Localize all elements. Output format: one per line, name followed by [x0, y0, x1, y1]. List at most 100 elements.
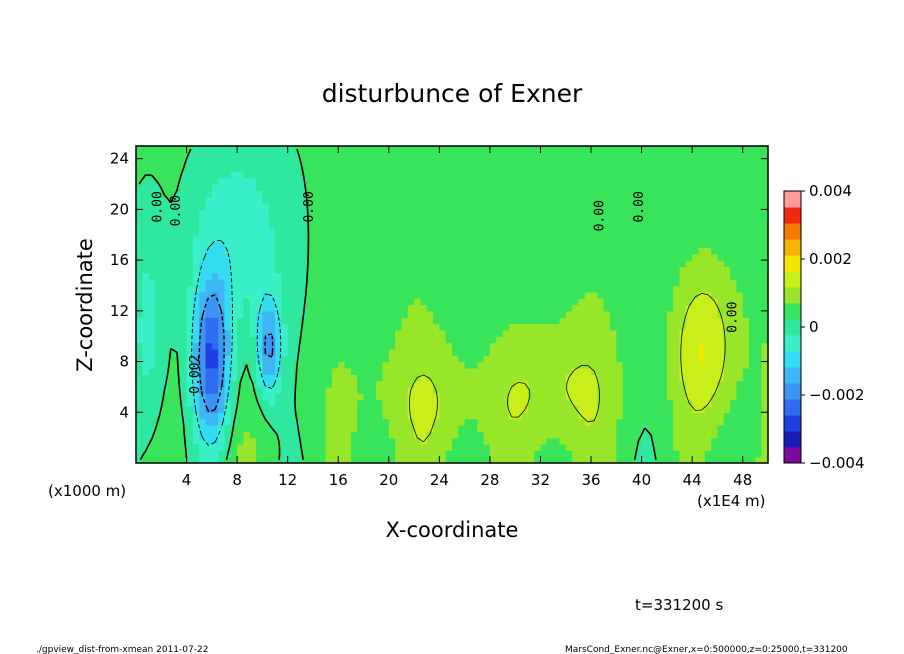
heatmap-cell	[673, 367, 681, 375]
heatmap-cell	[723, 222, 731, 230]
heatmap-cell	[268, 241, 276, 249]
heatmap-cell	[489, 450, 497, 458]
heatmap-cell	[300, 348, 308, 356]
heatmap-cell	[249, 329, 257, 337]
heatmap-cell	[711, 279, 719, 287]
heatmap-cell	[483, 431, 491, 439]
heatmap-cell	[331, 146, 339, 153]
heatmap-cell	[319, 380, 327, 388]
heatmap-cell	[306, 241, 314, 249]
heatmap-cell	[136, 165, 143, 172]
heatmap-cell	[325, 412, 333, 420]
heatmap-cell	[603, 405, 611, 413]
heatmap-cell	[597, 304, 605, 312]
heatmap-cell	[742, 424, 750, 432]
heatmap-cell	[369, 323, 377, 331]
heatmap-cell	[679, 285, 687, 293]
heatmap-cell	[414, 272, 421, 280]
heatmap-cell	[717, 342, 725, 350]
heatmap-cell	[426, 412, 434, 420]
heatmap-cell	[294, 412, 301, 420]
heatmap-cell	[458, 342, 466, 350]
heatmap-cell	[376, 165, 384, 172]
heatmap-cell	[641, 380, 649, 388]
heatmap-cell	[287, 279, 295, 287]
heatmap-cell	[622, 374, 630, 382]
heatmap-cell	[173, 215, 181, 223]
heatmap-cell	[711, 355, 719, 363]
heatmap-cell	[597, 361, 605, 369]
heatmap-cell	[515, 177, 523, 185]
heatmap-cell	[306, 196, 314, 204]
heatmap-cell	[262, 285, 270, 293]
heatmap-cell	[723, 456, 731, 463]
heatmap-cell	[154, 190, 162, 198]
heatmap-cell	[357, 196, 365, 204]
heatmap-cell	[344, 443, 352, 451]
heatmap-cell	[420, 241, 428, 249]
heatmap-cell	[148, 443, 156, 451]
heatmap-cell	[369, 215, 377, 223]
heatmap-cell	[685, 424, 693, 432]
heatmap-cell	[755, 355, 763, 363]
heatmap-cell	[173, 260, 181, 268]
heatmap-cell	[275, 228, 282, 236]
heatmap-cell	[319, 146, 327, 153]
heatmap-cell	[610, 380, 617, 388]
heatmap-cell	[534, 215, 542, 223]
heatmap-cell	[382, 386, 390, 394]
heatmap-cell	[534, 342, 542, 350]
heatmap-cell	[154, 215, 162, 223]
heatmap-cell	[268, 171, 276, 179]
heatmap-cell	[502, 431, 510, 439]
heatmap-cell	[742, 348, 750, 356]
heatmap-cell	[622, 348, 630, 356]
heatmap-cell	[458, 367, 466, 375]
heatmap-cell	[331, 405, 339, 413]
heatmap-cell	[622, 215, 630, 223]
heatmap-cell	[136, 260, 143, 268]
heatmap-cell	[723, 146, 731, 153]
heatmap-cell	[218, 190, 226, 198]
heatmap-cell	[180, 298, 188, 306]
heatmap-cell	[452, 171, 459, 179]
heatmap-cell	[477, 355, 485, 363]
heatmap-cell	[211, 279, 219, 287]
heatmap-cell	[249, 412, 257, 420]
heatmap-cell	[591, 393, 598, 401]
heatmap-cell	[546, 450, 554, 458]
heatmap-cell	[243, 456, 251, 463]
heatmap-cell	[357, 342, 365, 350]
heatmap-cell	[521, 291, 529, 299]
heatmap-cell	[287, 291, 295, 299]
heatmap-cell	[489, 342, 497, 350]
heatmap-cell	[211, 386, 219, 394]
heatmap-cell	[433, 146, 440, 153]
heatmap-cell	[515, 222, 523, 230]
heatmap-cell	[736, 228, 744, 236]
heatmap-cell	[243, 418, 251, 426]
heatmap-cell	[363, 456, 371, 463]
heatmap-cell	[704, 253, 712, 261]
heatmap-cell	[388, 380, 396, 388]
heatmap-cell	[654, 374, 662, 382]
heatmap-cell	[287, 171, 295, 179]
heatmap-cell	[205, 336, 213, 344]
heatmap-cell	[698, 443, 706, 451]
heatmap-cell	[294, 291, 301, 299]
heatmap-cell	[641, 443, 649, 451]
heatmap-cell	[540, 298, 548, 306]
heatmap-cell	[711, 158, 719, 166]
heatmap-cell	[508, 336, 516, 344]
heatmap-cell	[256, 190, 263, 198]
heatmap-cell	[521, 272, 529, 280]
heatmap-cell	[262, 165, 270, 172]
heatmap-cell	[275, 412, 282, 420]
heatmap-cell	[294, 228, 301, 236]
heatmap-cell	[256, 234, 263, 242]
heatmap-cell	[420, 336, 428, 344]
heatmap-cell	[647, 424, 655, 432]
heatmap-cell	[641, 456, 649, 463]
heatmap-cell	[704, 152, 712, 160]
heatmap-cell	[679, 342, 687, 350]
